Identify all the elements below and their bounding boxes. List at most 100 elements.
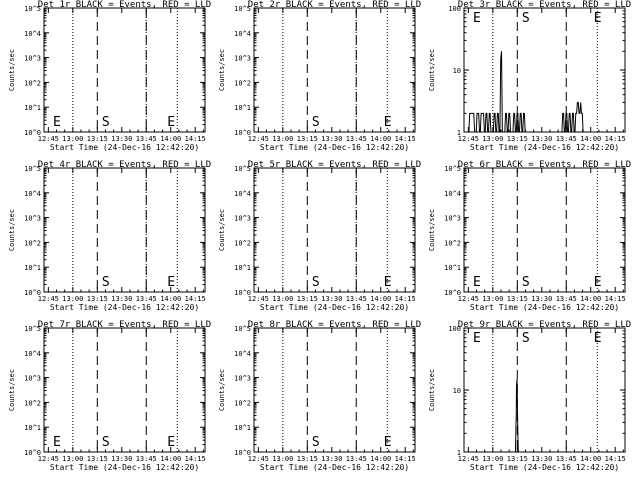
x-tick-label: 12:45 (38, 455, 59, 463)
x-tick-label: 13:30 (531, 295, 552, 303)
x-tick-label: 13:00 (62, 455, 83, 463)
x-tick-label: 13:15 (87, 135, 108, 143)
interval-marker-label: E (384, 275, 392, 290)
x-axis-title: Start Time (24-Dec-16 12:42:20) (260, 463, 409, 472)
events-series-line (468, 51, 584, 133)
x-tick-label: 13:15 (507, 295, 528, 303)
y-axis-title: Counts/sec (8, 369, 16, 411)
interval-marker-label: S (522, 11, 530, 26)
x-tick-label: 14:15 (605, 295, 626, 303)
x-tick-label: 12:45 (248, 135, 269, 143)
y-tick-label: 10^0 (24, 449, 41, 457)
y-axis-title: Counts/sec (218, 209, 226, 251)
interval-marker-label: S (312, 115, 320, 130)
interval-marker-label: S (312, 435, 320, 450)
x-tick-label: 14:00 (370, 455, 391, 463)
panel-title: Det 2r BLACK = Events, RED = LLD (248, 0, 421, 10)
x-tick-label: 14:15 (395, 295, 416, 303)
y-tick-label: 10^0 (234, 129, 251, 137)
x-tick-label: 13:15 (297, 295, 318, 303)
panel-title: Det 8r BLACK = Events, RED = LLD (248, 320, 421, 330)
y-tick-label: 10^5 (234, 325, 251, 333)
y-tick-label: 10^0 (24, 289, 41, 297)
plot-frame (463, 327, 626, 453)
x-tick-label: 13:00 (272, 295, 293, 303)
x-tick-label: 14:00 (160, 295, 181, 303)
x-axis-title: Start Time (24-Dec-16 12:42:20) (470, 303, 619, 312)
panel-title: Det 3r BLACK = Events, RED = LLD (458, 0, 631, 10)
y-tick-label: 10^1 (444, 264, 461, 272)
y-tick-label: 10^2 (24, 79, 41, 87)
y-tick-label: 10^3 (444, 215, 461, 223)
interval-marker-label: E (594, 11, 602, 26)
x-tick-label: 12:45 (248, 295, 269, 303)
interval-marker-label: S (522, 331, 530, 346)
x-axis-title: Start Time (24-Dec-16 12:42:20) (260, 143, 409, 152)
x-tick-label: 14:00 (160, 135, 181, 143)
x-tick-label: 13:00 (272, 455, 293, 463)
x-tick-label: 13:30 (321, 295, 342, 303)
y-axis-title: Counts/sec (8, 49, 16, 91)
y-tick-label: 10^4 (24, 30, 41, 38)
y-tick-label: 10^2 (234, 239, 251, 247)
x-tick-label: 14:00 (370, 295, 391, 303)
y-tick-label: 10^0 (234, 449, 251, 457)
y-axis-title: Counts/sec (218, 369, 226, 411)
x-tick-label: 13:45 (556, 455, 577, 463)
y-axis-title: Counts/sec (428, 209, 436, 251)
y-tick-label: 10^5 (24, 165, 41, 173)
interval-marker-label: E (473, 11, 481, 26)
x-tick-label: 13:30 (111, 135, 132, 143)
y-tick-label: 10^1 (234, 264, 251, 272)
y-axis-title: Counts/sec (428, 369, 436, 411)
detector-panel: Det 1r BLACK = Events, RED = LLD 12:45 13:… (8, 0, 211, 152)
x-tick-label: 13:00 (482, 135, 503, 143)
y-tick-label: 10^4 (234, 30, 251, 38)
interval-marker-label: E (384, 115, 392, 130)
interval-marker-label: E (384, 435, 392, 450)
x-tick-label: 13:45 (136, 455, 157, 463)
x-tick-label: 13:15 (297, 455, 318, 463)
x-tick-label: 12:45 (38, 135, 59, 143)
y-tick-label: 100 (448, 5, 461, 13)
y-tick-label: 10^4 (444, 190, 461, 198)
y-tick-label: 10^2 (234, 399, 251, 407)
y-tick-label: 10^4 (24, 350, 41, 358)
interval-marker-label: E (167, 275, 175, 290)
panel-title: Det 9r BLACK = Events, RED = LLD (458, 320, 631, 330)
x-tick-label: 13:15 (507, 455, 528, 463)
y-tick-label: 10^1 (24, 104, 41, 112)
x-tick-label: 13:15 (87, 455, 108, 463)
y-tick-label: 10^5 (234, 5, 251, 13)
plot-frame (43, 7, 206, 133)
interval-marker-label: E (167, 435, 175, 450)
y-tick-label: 10^4 (234, 190, 251, 198)
interval-marker-label: E (473, 331, 481, 346)
x-tick-label: 13:45 (346, 135, 367, 143)
y-axis-title: Counts/sec (218, 49, 226, 91)
x-tick-label: 13:15 (87, 295, 108, 303)
y-tick-label: 10^2 (24, 399, 41, 407)
y-tick-label: 10^0 (24, 129, 41, 137)
interval-marker-label: E (594, 275, 602, 290)
panel-title: Det 7r BLACK = Events, RED = LLD (38, 320, 211, 330)
x-tick-label: 13:45 (556, 135, 577, 143)
interval-marker-label: E (53, 435, 61, 450)
panel-title: Det 1r BLACK = Events, RED = LLD (38, 0, 211, 10)
y-tick-label: 10^3 (24, 55, 41, 63)
x-tick-label: 14:00 (580, 455, 601, 463)
y-axis-title: Counts/sec (428, 49, 436, 91)
interval-marker-label: E (594, 331, 602, 346)
y-tick-label: 10^3 (234, 215, 251, 223)
interval-marker-label: E (53, 115, 61, 130)
x-tick-label: 14:15 (605, 455, 626, 463)
interval-marker-label: S (312, 275, 320, 290)
x-axis-title: Start Time (24-Dec-16 12:42:20) (260, 303, 409, 312)
x-tick-label: 13:45 (136, 135, 157, 143)
y-tick-label: 10^3 (234, 55, 251, 63)
y-tick-label: 10^5 (24, 325, 41, 333)
